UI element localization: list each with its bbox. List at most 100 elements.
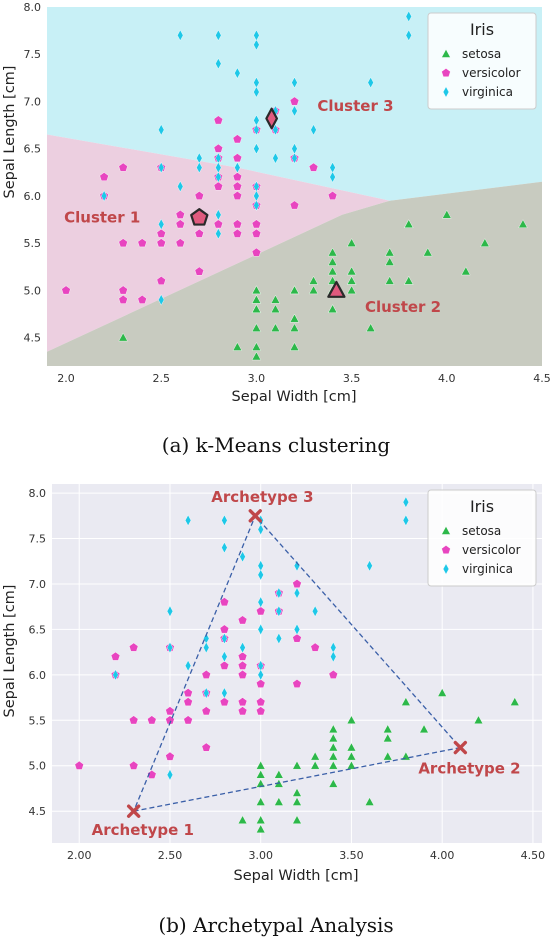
- virginica-point: [253, 39, 260, 51]
- virginica-point: [253, 142, 260, 155]
- setosa-point: [346, 751, 357, 761]
- y-tick-label: 5.5: [29, 714, 47, 727]
- setosa-point: [289, 323, 300, 332]
- virginica-point: [275, 605, 282, 617]
- y-tick-label: 5.0: [29, 760, 47, 773]
- archetype-markers: Archetype 1 Archetype 2 Archetype 3: [92, 488, 521, 839]
- legend-title: Iris: [470, 20, 494, 39]
- y-tick-labels: 4.5 5.0 5.5 6.0 6.5 7.0 7.5 8.0: [29, 487, 47, 818]
- x-tick-label: 3.0: [248, 372, 266, 385]
- virginica-point: [185, 514, 192, 527]
- setosa-point: [255, 824, 266, 834]
- legend-setosa-marker: [441, 48, 451, 58]
- virginica-point: [234, 161, 241, 174]
- setosa-point: [292, 815, 302, 824]
- versicolor-point: [156, 276, 166, 285]
- setosa-point: [423, 247, 433, 257]
- versicolor-point: [213, 219, 223, 229]
- versicolor-point: [183, 715, 193, 725]
- archetype-label: Archetype 1: [92, 821, 194, 839]
- setosa-point: [255, 760, 266, 770]
- archetype-label: Archetype 3: [211, 488, 313, 506]
- virginica-point: [293, 587, 301, 599]
- legend-versicolor-label: versicolor: [462, 66, 521, 80]
- versicolor-point: [232, 228, 242, 238]
- virginica-point: [257, 523, 264, 536]
- legend-setosa-label: setosa: [462, 47, 501, 61]
- virginica-point: [366, 560, 373, 572]
- cluster-label: Cluster 1: [64, 208, 140, 226]
- virginica-point: [291, 142, 298, 155]
- virginica-point: [330, 650, 337, 663]
- legend-virginica-label: virginica: [462, 562, 513, 576]
- legend: Iris setosa versicolor virginica: [427, 489, 537, 587]
- y-axis-label: Sepal Length [cm]: [2, 585, 18, 718]
- x-tick-label: 3.50: [339, 849, 364, 862]
- virginica-point: [166, 605, 174, 617]
- versicolor-point: [213, 143, 223, 153]
- legend-frame: [427, 12, 537, 110]
- versicolor-point: [328, 670, 338, 679]
- centroid-marker: [327, 280, 346, 298]
- y-tick-label: 6.0: [29, 669, 47, 682]
- x-tick-labels: 2.00 2.50 3.00 3.50 4.00 4.50: [67, 849, 545, 862]
- virginica-point: [275, 632, 282, 645]
- virginica-point: [158, 218, 165, 231]
- setosa-point: [289, 342, 300, 351]
- virginica-point: [329, 171, 336, 183]
- centroid-markers: [190, 107, 346, 298]
- setosa-point: [328, 751, 339, 761]
- virginica-point: [253, 86, 260, 98]
- versicolor-point: [156, 238, 166, 248]
- versicolor-point: [232, 219, 242, 229]
- x-tick-label: 2.5: [152, 372, 170, 385]
- cluster-regions: [47, 7, 542, 366]
- virginica-point: [405, 10, 412, 23]
- virginica-point: [253, 29, 260, 42]
- x-tick-label: 4.50: [521, 849, 546, 862]
- setosa-point: [255, 778, 266, 788]
- setosa-point: [251, 294, 262, 304]
- virginica-point: [215, 57, 222, 70]
- versicolor-point: [232, 181, 242, 191]
- virginica-point: [158, 294, 165, 306]
- setosa-point: [274, 769, 284, 779]
- setosa-point: [327, 266, 338, 276]
- virginica-point: [215, 209, 222, 221]
- setosa-point: [383, 733, 393, 743]
- setosa-point: [328, 778, 339, 788]
- virginica-point: [215, 29, 222, 42]
- setosa-point: [346, 742, 357, 752]
- x-tick-label: 3.00: [248, 849, 273, 862]
- y-tick-label: 7.0: [24, 95, 42, 108]
- versicolor-point: [289, 200, 300, 210]
- y-tick-label: 5.0: [24, 284, 42, 297]
- legend-virginica-label: virginica: [462, 85, 513, 99]
- virginica-point: [293, 623, 301, 636]
- setosa-point: [251, 285, 262, 295]
- virginica-point: [215, 228, 222, 240]
- virginica-point: [185, 660, 192, 672]
- versicolor-point: [289, 96, 300, 106]
- legend-virginica-marker: [442, 86, 450, 98]
- virginica-point: [221, 514, 228, 527]
- versicolor-point: [175, 209, 185, 219]
- cluster-label: Cluster 2: [365, 298, 441, 316]
- setosa-point: [364, 797, 375, 806]
- versicolor-point: [232, 134, 242, 144]
- versicolor-point: [256, 697, 266, 707]
- setosa-point: [289, 313, 300, 323]
- x-tick-label: 4.00: [430, 849, 455, 862]
- versicolor-point: [310, 642, 320, 652]
- setosa-point: [346, 266, 357, 276]
- setosa-point: [404, 275, 414, 285]
- versicolor-point: [219, 697, 230, 707]
- setosa-point: [384, 275, 395, 285]
- x-tick-label: 3.5: [343, 372, 361, 385]
- setosa-point: [255, 769, 266, 779]
- x-axis-label: Sepal Width [cm]: [234, 868, 359, 884]
- virginica-point: [215, 171, 222, 183]
- setosa-point: [292, 797, 302, 806]
- setosa-point: [292, 760, 302, 770]
- versicolor-point: [292, 679, 302, 688]
